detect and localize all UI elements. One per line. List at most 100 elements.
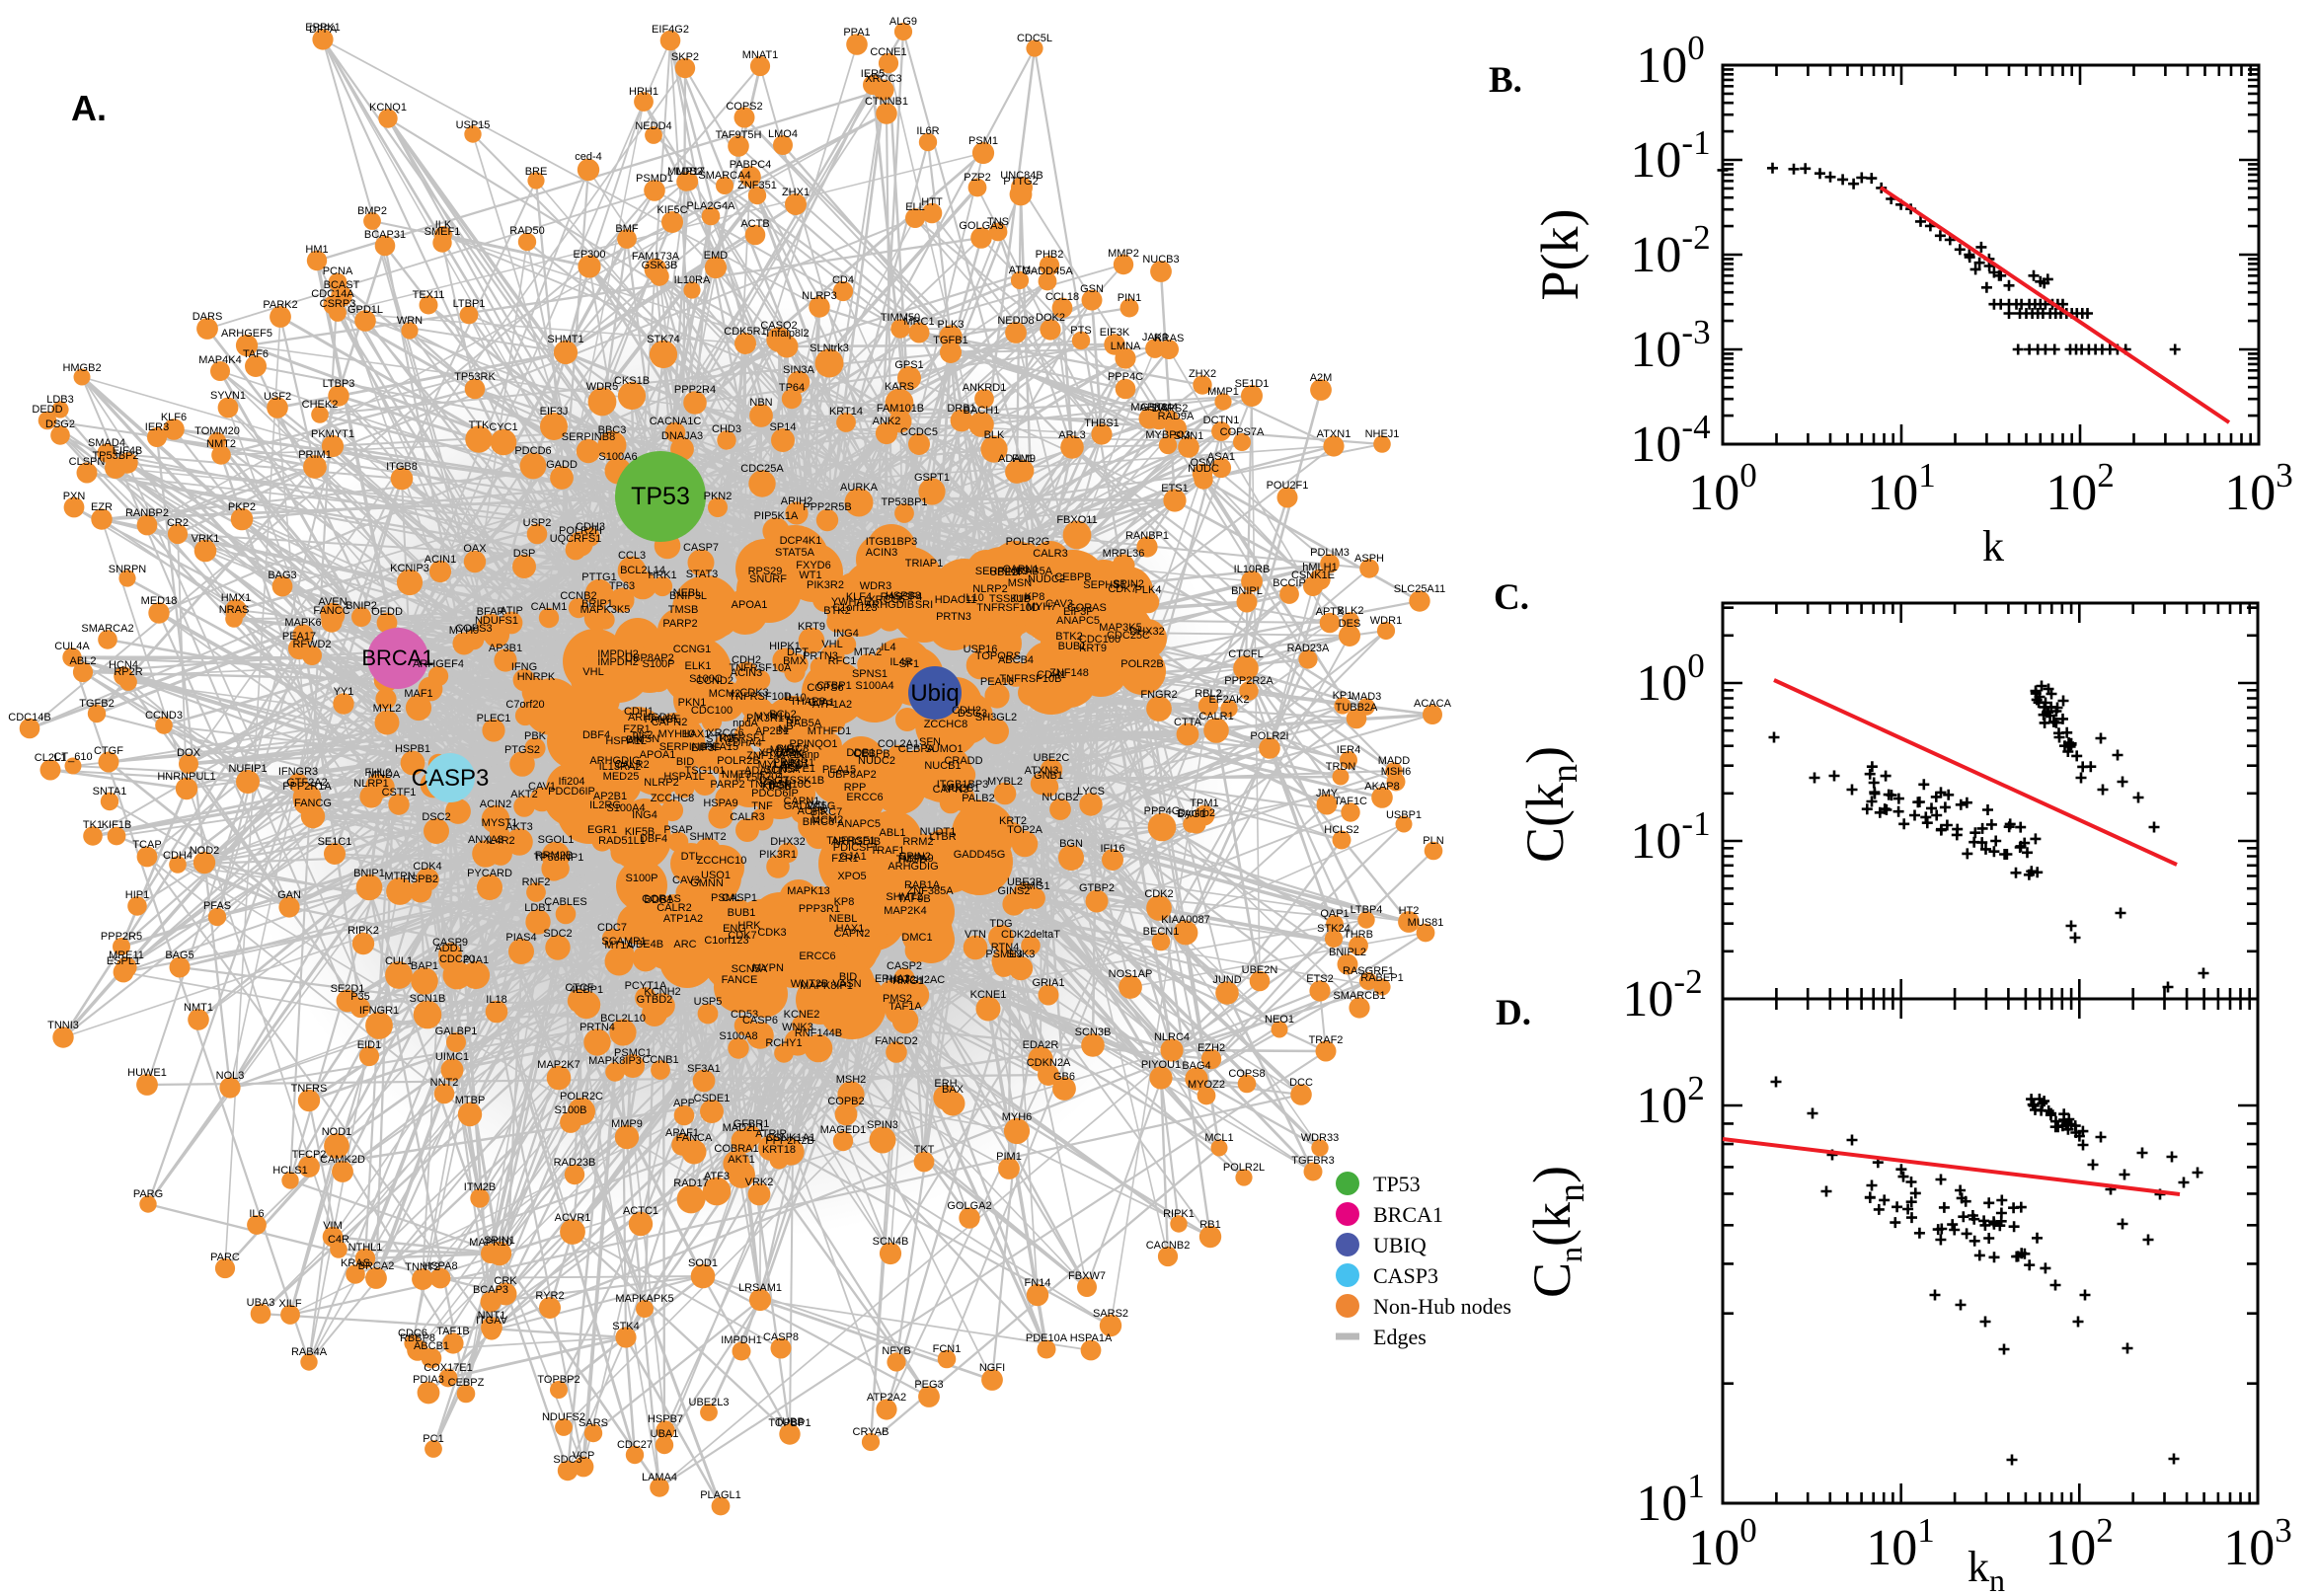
svg-text:MYBPC3: MYBPC3: [1145, 429, 1190, 441]
svg-text:SE1C1: SE1C1: [318, 836, 352, 848]
svg-text:TCAP: TCAP: [132, 839, 161, 851]
svg-text:GOLGA2: GOLGA2: [947, 1200, 991, 1212]
svg-text:SCN3B: SCN3B: [1075, 1026, 1112, 1038]
svg-text:CALR1: CALR1: [1198, 711, 1233, 722]
svg-text:JAK3: JAK3: [1142, 332, 1168, 343]
svg-text:DEDD: DEDD: [32, 404, 62, 416]
svg-text:CSTF1: CSTF1: [382, 787, 417, 798]
svg-text:RPS29: RPS29: [748, 566, 783, 577]
svg-text:PSAP: PSAP: [663, 824, 692, 836]
svg-text:hMLH1: hMLH1: [1302, 562, 1337, 573]
svg-text:NMT3: NMT3: [722, 769, 751, 781]
svg-text:COPS2: COPS2: [726, 101, 762, 113]
svg-text:CTCFL: CTCFL: [1228, 648, 1263, 660]
svg-text:CASP9: CASP9: [432, 937, 468, 949]
svg-text:OAX: OAX: [463, 543, 487, 555]
svg-text:TP53BP2: TP53BP2: [92, 450, 138, 462]
svg-text:KIF1B: KIF1B: [102, 819, 132, 831]
svg-text:MAP2K7: MAP2K7: [537, 1059, 579, 1071]
svg-text:PPINQO1: PPINQO1: [790, 738, 838, 750]
svg-text:GSTM4: GSTM4: [1140, 402, 1178, 414]
svg-text:CCNE1: CCNE1: [870, 46, 906, 58]
svg-text:MAP2K4: MAP2K4: [884, 905, 926, 917]
svg-text:CTBP1: CTBP1: [816, 680, 851, 692]
svg-text:MTHFD1: MTHFD1: [808, 725, 852, 737]
svg-text:PKP2: PKP2: [228, 501, 256, 513]
svg-text:CUL4A: CUL4A: [54, 641, 90, 652]
svg-text:HSPA9: HSPA9: [703, 798, 737, 809]
svg-text:UBE2I: UBE2I: [989, 567, 1021, 578]
svg-text:THRB: THRB: [1344, 929, 1373, 941]
svg-text:LTBP1: LTBP1: [453, 298, 486, 310]
svg-text:THBS1: THBS1: [1084, 418, 1119, 429]
svg-text:UBE2N: UBE2N: [1242, 964, 1278, 976]
svg-text:ACIN3: ACIN3: [731, 667, 762, 679]
svg-text:MCM2: MCM2: [709, 688, 740, 700]
svg-text:HSPA1L: HSPA1L: [663, 771, 704, 783]
svg-text:NBN: NBN: [749, 397, 772, 409]
svg-text:APP: APP: [673, 1098, 695, 1109]
svg-text:DSP: DSP: [513, 548, 536, 560]
svg-text:MYBL2: MYBL2: [987, 776, 1023, 788]
svg-text:ERCC6: ERCC6: [846, 792, 883, 803]
svg-text:NOD2: NOD2: [190, 845, 220, 857]
svg-text:TOPORS: TOPORS: [975, 650, 1021, 662]
svg-text:DCTN1: DCTN1: [1203, 415, 1240, 426]
svg-text:PLK3: PLK3: [938, 319, 965, 331]
svg-text:4EBP1: 4EBP1: [570, 984, 603, 996]
svg-text:MMP1: MMP1: [1207, 386, 1239, 398]
svg-text:AP3B1: AP3B1: [489, 643, 522, 654]
svg-text:TSSK1B: TSSK1B: [783, 775, 824, 787]
svg-text:KRT14: KRT14: [829, 406, 863, 418]
svg-text:PBK: PBK: [524, 730, 547, 742]
svg-text:HAX1: HAX1: [836, 923, 865, 935]
svg-text:HIST2H2AC: HIST2H2AC: [886, 974, 946, 986]
svg-text:CDH1: CDH1: [1037, 669, 1066, 681]
svg-text:PEA16: PEA16: [980, 676, 1014, 688]
svg-text:NLRP1: NLRP1: [353, 778, 388, 790]
svg-text:CD53: CD53: [731, 1009, 758, 1021]
svg-text:npdA: npdA: [733, 718, 758, 729]
svg-text:NNT2: NNT2: [430, 1077, 459, 1089]
svg-text:CLSPN: CLSPN: [69, 456, 106, 468]
svg-text:SHMT2: SHMT2: [886, 891, 922, 903]
svg-text:COPS8: COPS8: [1228, 1068, 1265, 1080]
svg-text:SP14: SP14: [770, 421, 797, 433]
svg-text:PALB2: PALB2: [962, 793, 994, 804]
svg-text:AKAP8: AKAP8: [1364, 781, 1399, 793]
svg-text:YWHAE: YWHAE: [831, 596, 871, 608]
svg-text:Ifi204: Ifi204: [559, 776, 585, 788]
svg-text:CDH2: CDH2: [952, 705, 981, 717]
svg-text:KP8: KP8: [834, 896, 855, 908]
svg-text:MADD: MADD: [1378, 755, 1410, 767]
svg-text:GALBP1: GALBP1: [435, 1026, 478, 1037]
svg-text:PTS: PTS: [1070, 325, 1091, 337]
svg-text:LRSAM1: LRSAM1: [738, 1282, 782, 1294]
svg-text:FBXO11: FBXO11: [1056, 514, 1097, 526]
svg-text:CALM1: CALM1: [531, 601, 568, 613]
svg-text:BAP1: BAP1: [411, 960, 438, 972]
svg-text:HSPA9: HSPA9: [898, 853, 933, 865]
svg-text:PHB2: PHB2: [1036, 249, 1064, 261]
svg-text:NLRC4: NLRC4: [1154, 1031, 1190, 1043]
svg-text:CKS1B: CKS1B: [614, 375, 650, 387]
svg-text:TP64: TP64: [779, 382, 805, 394]
svg-text:UBIQ: UBIQ: [1373, 1233, 1427, 1257]
svg-text:ATXN3: ATXN3: [1025, 765, 1059, 777]
svg-text:ASA1: ASA1: [1207, 451, 1235, 463]
svg-text:C.: C.: [1494, 577, 1529, 618]
svg-text:VRK2: VRK2: [745, 1177, 774, 1188]
svg-text:EIF4G2: EIF4G2: [652, 24, 689, 36]
svg-text:SCN5A: SCN5A: [764, 764, 801, 776]
svg-text:CDH3: CDH3: [576, 521, 605, 533]
svg-text:CEBPZ: CEBPZ: [448, 1377, 485, 1389]
svg-text:AP2B1: AP2B1: [755, 725, 789, 737]
svg-text:MAPK3K5: MAPK3K5: [580, 604, 631, 616]
svg-text:GTF2A2: GTF2A2: [286, 777, 328, 789]
svg-text:LDB1: LDB1: [524, 902, 552, 914]
svg-text:MAF1: MAF1: [404, 688, 432, 700]
svg-text:S100A4: S100A4: [855, 680, 893, 692]
svg-text:HSPB8: HSPB8: [886, 590, 921, 602]
svg-text:KIF5B: KIF5B: [762, 781, 793, 793]
svg-text:WDR33: WDR33: [1301, 1132, 1340, 1144]
